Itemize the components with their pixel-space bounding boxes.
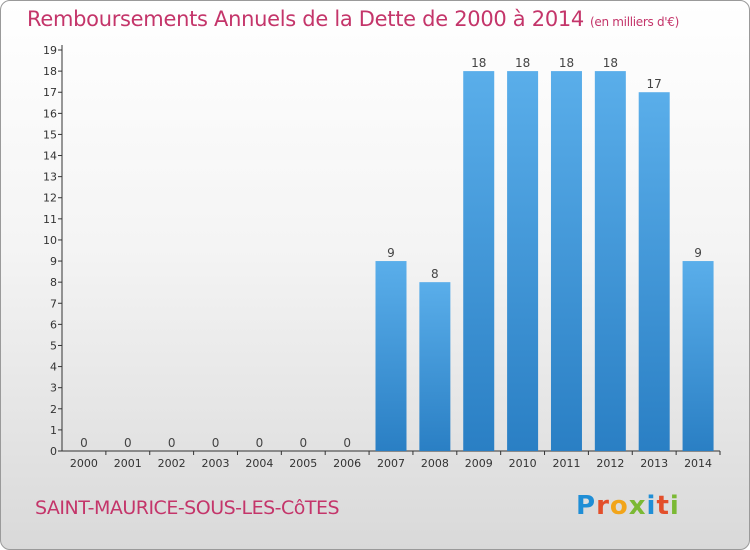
x-tick-label: 2003 xyxy=(202,457,230,470)
data-label: 17 xyxy=(647,77,662,91)
x-tick-label: 2006 xyxy=(333,457,361,470)
x-tick-label: 2007 xyxy=(377,457,405,470)
data-label: 0 xyxy=(343,436,351,450)
y-tick-label: 3 xyxy=(50,382,57,395)
logo-letter: i xyxy=(669,491,680,521)
y-tick-label: 2 xyxy=(50,403,57,416)
y-tick-label: 18 xyxy=(43,65,57,78)
logo-letter: t xyxy=(656,491,670,521)
logo-letter: x xyxy=(628,491,647,521)
y-tick-label: 13 xyxy=(43,171,57,184)
x-tick-label: 2002 xyxy=(158,457,186,470)
title-unit: (en milliers d'€) xyxy=(590,15,680,29)
bar xyxy=(594,71,626,452)
x-tick-label: 2012 xyxy=(596,457,624,470)
x-tick-label: 2009 xyxy=(465,457,493,470)
x-tick-label: 2011 xyxy=(552,457,580,470)
logo-letter: r xyxy=(596,491,610,521)
x-tick-label: 2014 xyxy=(684,457,712,470)
y-tick-label: 19 xyxy=(43,44,57,57)
data-label: 18 xyxy=(603,56,618,70)
bar xyxy=(375,261,407,451)
x-tick-label: 2008 xyxy=(421,457,449,470)
x-tick-label: 2001 xyxy=(114,457,142,470)
y-tick-label: 11 xyxy=(43,213,57,226)
data-label: 9 xyxy=(387,246,395,260)
data-label: 18 xyxy=(515,56,530,70)
y-tick-label: 10 xyxy=(43,234,57,247)
x-tick-label: 2010 xyxy=(509,457,537,470)
y-tick-label: 9 xyxy=(50,255,57,268)
logo-letter: i xyxy=(646,491,657,521)
bar xyxy=(638,92,670,452)
data-label: 18 xyxy=(559,56,574,70)
data-label: 18 xyxy=(471,56,486,70)
y-tick-label: 16 xyxy=(43,107,57,120)
y-tick-label: 15 xyxy=(43,128,57,141)
x-tick-label: 2004 xyxy=(245,457,273,470)
data-label: 0 xyxy=(299,436,307,450)
y-tick-label: 17 xyxy=(43,86,57,99)
x-tick-label: 2005 xyxy=(289,457,317,470)
y-tick-label: 6 xyxy=(50,318,57,331)
data-label: 9 xyxy=(694,246,702,260)
x-tick-label: 2000 xyxy=(70,457,98,470)
y-tick-label: 4 xyxy=(50,361,57,374)
y-tick-label: 8 xyxy=(50,276,57,289)
data-label: 8 xyxy=(431,267,439,281)
data-label: 0 xyxy=(256,436,264,450)
proxiti-logo: Proxiti xyxy=(576,491,680,521)
y-tick-label: 5 xyxy=(50,339,57,352)
y-tick-label: 12 xyxy=(43,192,57,205)
logo-letter: P xyxy=(576,491,597,521)
bar xyxy=(463,71,495,452)
x-tick-label: 2013 xyxy=(640,457,668,470)
logo-letter: o xyxy=(609,491,629,521)
bar xyxy=(682,261,714,451)
bar xyxy=(550,71,582,452)
commune-name: SAINT-MAURICE-SOUS-LES-CôTES xyxy=(35,497,340,519)
data-label: 0 xyxy=(212,436,220,450)
y-tick-label: 7 xyxy=(50,297,57,310)
data-label: 0 xyxy=(124,436,132,450)
y-tick-label: 1 xyxy=(50,424,57,437)
chart-title: Remboursements Annuels de la Dette de 20… xyxy=(27,7,679,31)
title-text: Remboursements Annuels de la Dette de 20… xyxy=(27,7,584,31)
data-label: 0 xyxy=(168,436,176,450)
y-tick-label: 0 xyxy=(50,445,57,458)
bar xyxy=(419,282,451,451)
y-tick-label: 14 xyxy=(43,150,57,163)
bar xyxy=(507,71,539,452)
data-label: 0 xyxy=(80,436,88,450)
